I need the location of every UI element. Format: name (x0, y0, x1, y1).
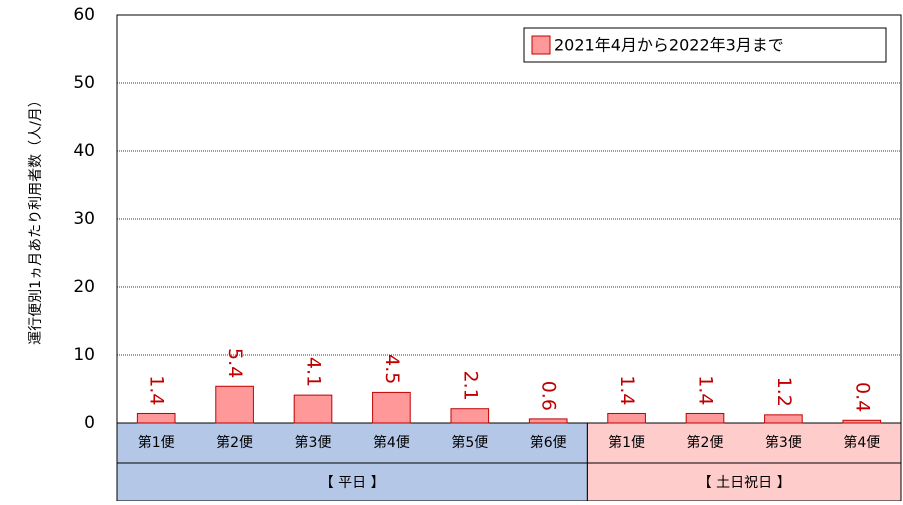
legend-label: 2021年4月から2022年3月まで (554, 36, 784, 55)
bar (372, 391, 411, 424)
group-label: 【 平日 】 (320, 475, 385, 491)
y-tick-label: 30 (73, 209, 95, 229)
data-label: 2.1 (459, 371, 481, 401)
x-tick-label: 第6便 (530, 434, 567, 451)
x-tick-label: 第2便 (687, 434, 724, 451)
bar (528, 418, 568, 424)
bar (215, 385, 254, 424)
data-label: 1.2 (773, 377, 795, 407)
x-tick-label: 第3便 (295, 434, 332, 451)
data-label: 4.1 (303, 357, 325, 387)
plot-frame (116, 14, 902, 424)
group-label: 【 土日祝日 】 (698, 475, 791, 491)
y-tick-label: 0 (84, 413, 95, 433)
y-tick-label: 20 (73, 277, 95, 297)
legend-box (523, 27, 887, 63)
bar (293, 394, 333, 424)
x-tick-label: 第4便 (373, 434, 410, 451)
x-tick-label: 第5便 (451, 434, 488, 451)
y-tick-label: 50 (73, 73, 95, 93)
y-tick-label: 60 (73, 5, 95, 25)
data-label: 0.4 (851, 382, 873, 412)
y-axis-label: 運行便別1ヵ月あたり利用者数（人/月） (28, 93, 44, 345)
data-label: 0.6 (538, 381, 560, 411)
bar (607, 412, 646, 424)
data-label: 1.4 (616, 375, 638, 405)
group-background (586, 422, 902, 502)
bar (450, 408, 490, 424)
data-label: 5.4 (224, 348, 246, 378)
x-tick-label: 第1便 (608, 434, 645, 451)
y-tick-label: 10 (73, 345, 95, 365)
legend-swatch (531, 35, 551, 55)
bar (842, 419, 882, 424)
bar (764, 414, 803, 424)
y-tick-label: 40 (73, 141, 95, 161)
data-label: 1.4 (146, 375, 168, 405)
bar (685, 412, 725, 424)
x-tick-label: 第3便 (765, 434, 802, 451)
x-tick-label: 第2便 (216, 434, 253, 451)
group-background (116, 422, 588, 502)
bar (136, 412, 176, 424)
x-tick-label: 第4便 (843, 434, 880, 451)
x-tick-label: 第1便 (138, 434, 175, 451)
data-label: 1.4 (695, 375, 717, 405)
data-label: 4.5 (381, 354, 403, 384)
